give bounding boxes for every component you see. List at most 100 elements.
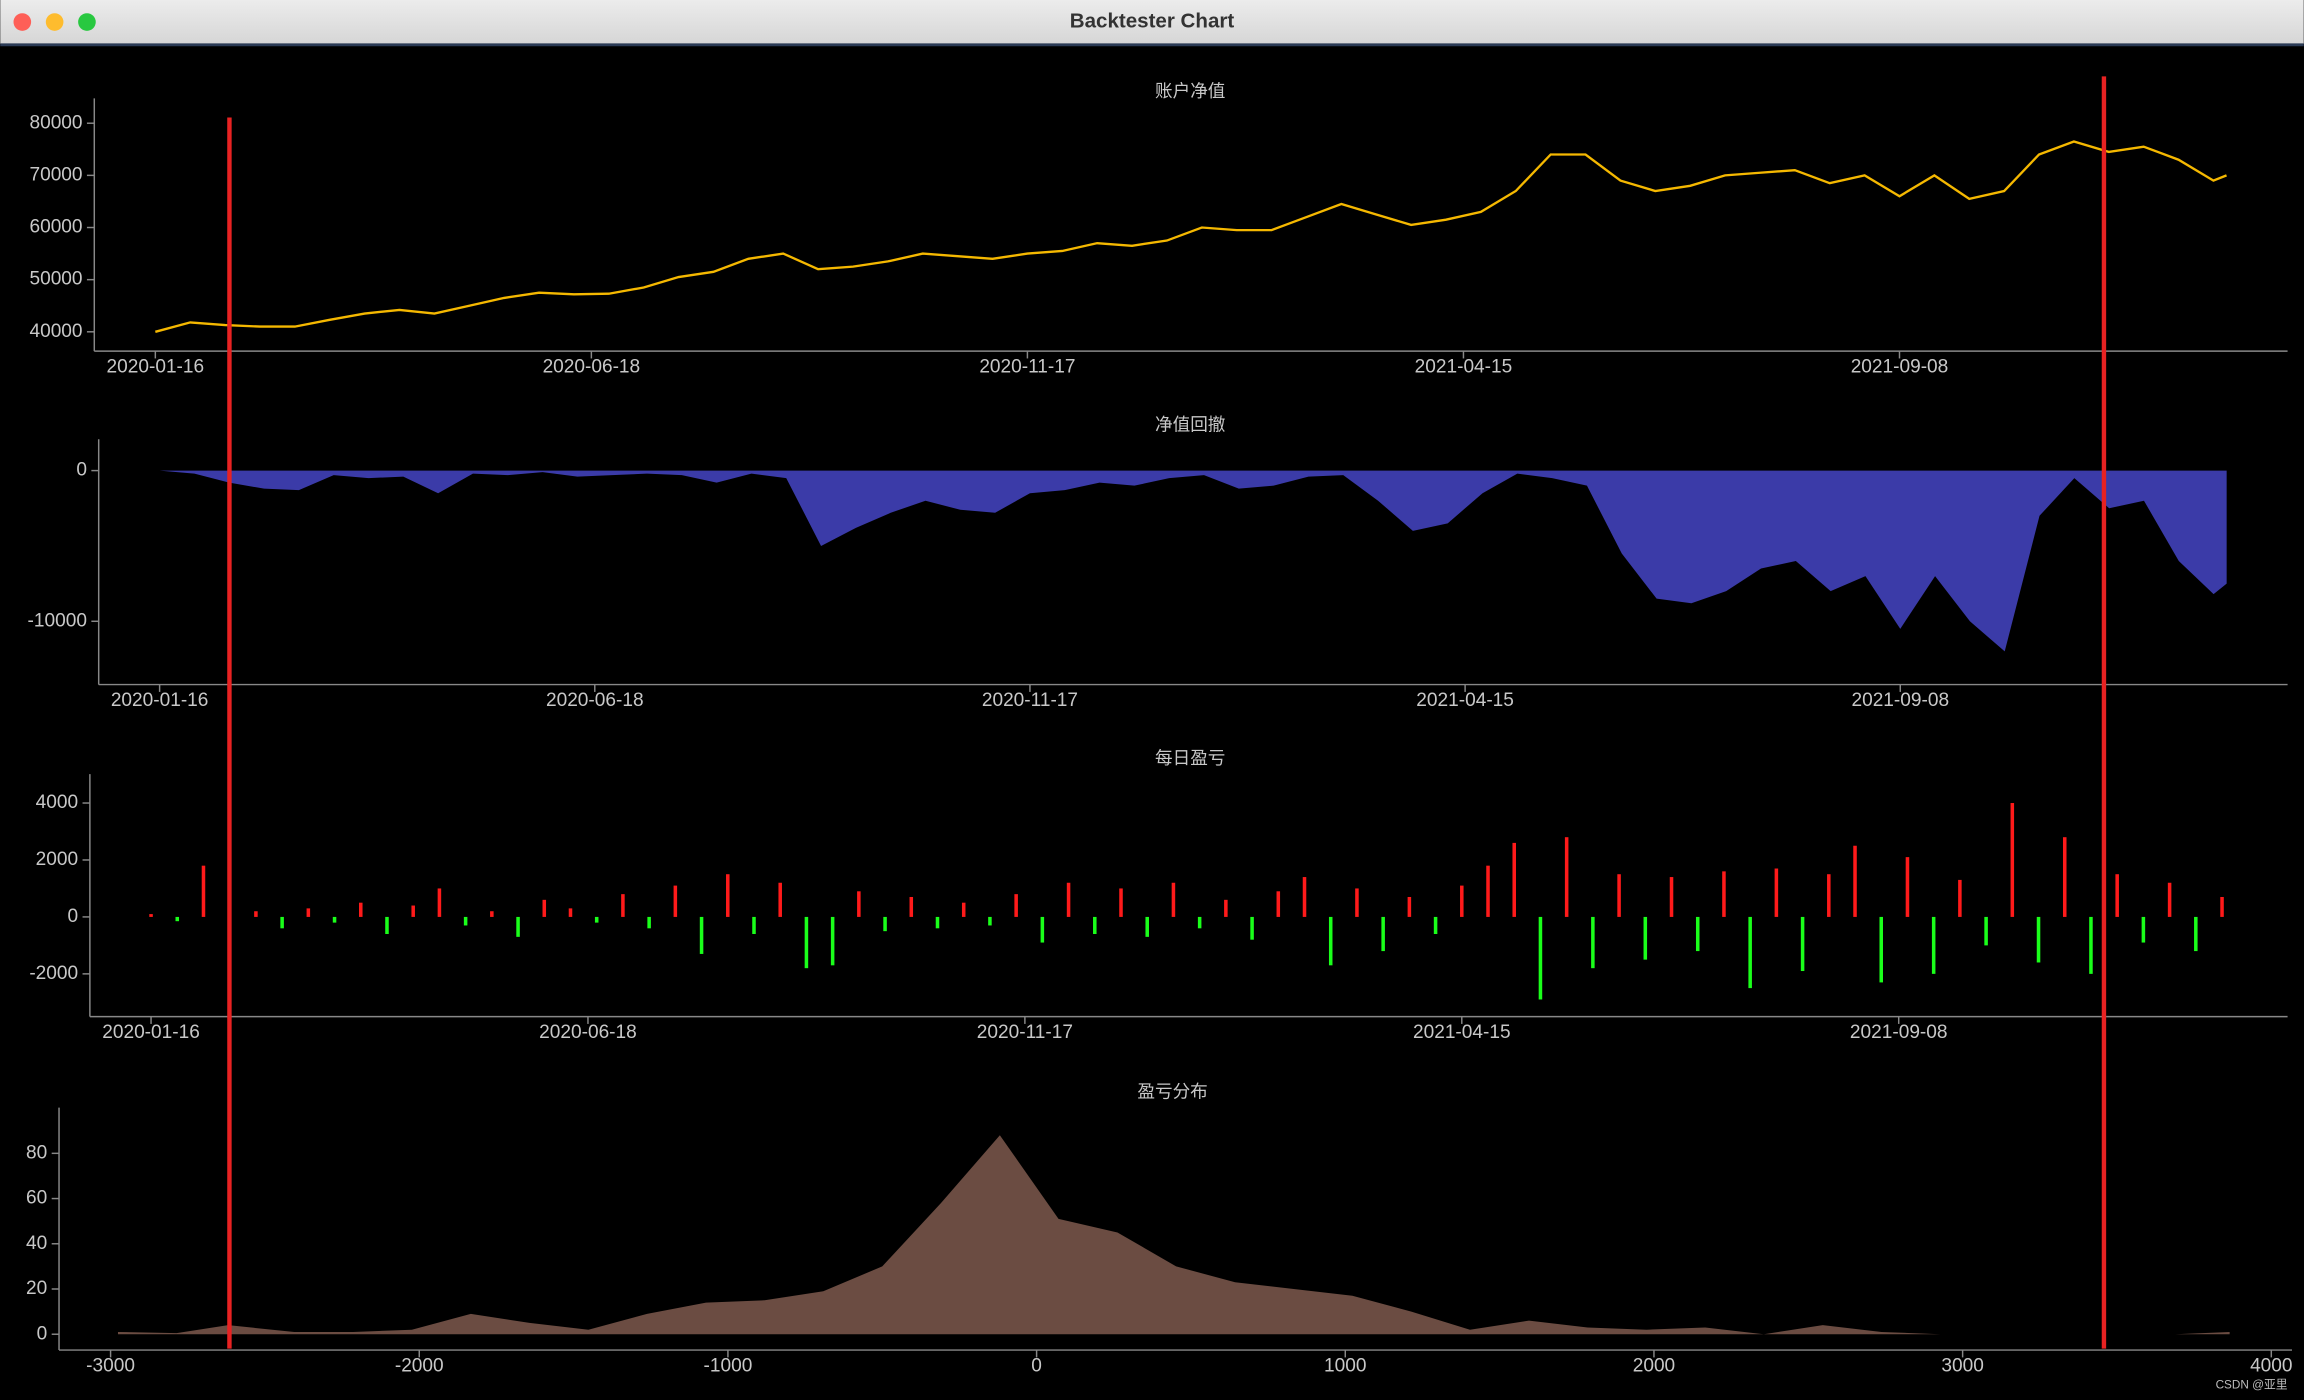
minimize-button[interactable] <box>45 13 64 31</box>
pnl-bar <box>830 916 835 966</box>
pnl-bar <box>1853 845 1857 917</box>
pnl-bar <box>1224 899 1228 917</box>
pnl-bar <box>1014 894 1018 917</box>
y-tick-label: 80000 <box>29 112 82 133</box>
y-tick-label: 4000 <box>36 792 78 813</box>
x-tick-label: 2020-11-17 <box>982 690 1078 711</box>
pnl-bar <box>1197 916 1202 929</box>
pnl-bar <box>1433 916 1438 935</box>
y-tick-label: 50000 <box>29 269 82 290</box>
area <box>159 470 2227 652</box>
pnl-bar <box>1486 865 1490 917</box>
pnl-bar <box>411 905 415 917</box>
pnl-bar <box>1276 891 1281 917</box>
pnl-bar <box>306 908 311 917</box>
x-tick-label: 2020-06-18 <box>546 690 644 711</box>
pnl-bar <box>778 882 782 917</box>
zoom-button[interactable] <box>78 13 96 31</box>
pnl-bar <box>961 902 966 917</box>
pnl-bar <box>1381 916 1385 952</box>
pnl-bar <box>280 916 284 929</box>
pnl-bar <box>1905 857 1910 917</box>
pnl-bar <box>1093 916 1097 935</box>
pnl-bar <box>1827 874 1831 917</box>
title-bar <box>0 0 2304 45</box>
y-tick-label: 0 <box>76 460 87 481</box>
pnl-bar <box>1591 916 1595 969</box>
chart-title: 每日盈亏 <box>1155 748 1225 768</box>
pnl-bar <box>935 916 940 929</box>
y-tick-label: 60 <box>26 1188 47 1209</box>
pnl-bar <box>1669 877 1674 917</box>
pnl-bar <box>909 896 914 917</box>
pnl-bar <box>254 911 258 917</box>
window-title: Backtester Chart <box>1070 9 1235 32</box>
chart-title: 账户净值 <box>1155 81 1225 101</box>
x-tick-label: 2021-04-15 <box>1416 690 1514 711</box>
x-tick-label: 2020-06-18 <box>539 1022 637 1043</box>
pnl-bar <box>437 888 442 917</box>
y-tick-label: -2000 <box>29 963 78 984</box>
x-tick-label: 2020-06-18 <box>543 356 641 377</box>
y-tick-label: 40 <box>26 1233 47 1254</box>
pnl-bar <box>673 885 678 917</box>
pnl-bar <box>1695 916 1700 952</box>
pnl-bar <box>516 916 520 937</box>
x-tick-label: -3000 <box>86 1355 135 1376</box>
pnl-bar <box>1958 879 1962 917</box>
pnl-bar <box>463 916 468 926</box>
pnl-bar <box>1145 916 1149 937</box>
pnl-bar <box>2220 896 2224 917</box>
pnl-bar <box>1171 882 1176 917</box>
pnl-bar <box>699 916 704 954</box>
pnl-bar <box>1538 916 1543 1000</box>
x-tick-label: 2021-04-15 <box>1415 356 1513 377</box>
pnl-bar <box>1355 888 1359 917</box>
x-tick-label: 2021-09-08 <box>1850 1022 1948 1043</box>
x-tick-label: -1000 <box>704 1355 753 1376</box>
pnl-bar <box>1066 882 1071 917</box>
x-tick-label: 3000 <box>1941 1355 1983 1376</box>
pnl-bar <box>883 916 887 932</box>
pnl-bar <box>1984 916 1988 946</box>
y-tick-label: 0 <box>68 906 79 927</box>
pnl-bar <box>2010 803 2015 917</box>
y-tick-label: 40000 <box>29 321 82 342</box>
pnl-bar <box>1407 896 1412 917</box>
x-tick-label: -2000 <box>395 1355 444 1376</box>
pnl-bar <box>542 899 547 917</box>
pnl-bar <box>1302 877 1307 917</box>
pnl-bar <box>2167 882 2172 917</box>
pnl-bar <box>1512 842 1516 917</box>
chart-title: 盈亏分布 <box>1137 1082 1207 1102</box>
pnl-bar <box>1879 916 1884 983</box>
pnl-bar <box>988 916 992 926</box>
pnl-bar <box>2141 916 2146 943</box>
pnl-bar <box>621 894 625 917</box>
pnl-bar <box>149 914 153 917</box>
pnl-bar <box>2194 916 2198 952</box>
pnl-bar <box>2036 916 2041 963</box>
x-tick-label: 2020-01-16 <box>102 1022 200 1043</box>
pnl-bar <box>1800 916 1805 972</box>
x-tick-label: 2021-04-15 <box>1413 1022 1511 1043</box>
pnl-bar <box>490 911 494 917</box>
y-tick-label: 0 <box>37 1323 48 1344</box>
pnl-bar <box>647 916 651 929</box>
pnl-bar <box>1119 888 1123 917</box>
pnl-bar <box>857 891 861 917</box>
pnl-bar <box>2115 874 2119 917</box>
close-button[interactable] <box>13 13 32 31</box>
x-tick-label: 2021-09-08 <box>1851 356 1949 377</box>
pnl-bar <box>1748 916 1752 989</box>
pnl-bar <box>1040 916 1045 943</box>
equity-line <box>155 140 2227 333</box>
y-tick-label: 80 <box>26 1142 47 1163</box>
x-tick-label: 4000 <box>2250 1355 2292 1376</box>
x-tick-label: 0 <box>1031 1355 1042 1376</box>
pnl-bar <box>1722 871 1726 917</box>
pnl-bar <box>175 916 180 922</box>
x-tick-label: 2000 <box>1633 1355 1675 1376</box>
